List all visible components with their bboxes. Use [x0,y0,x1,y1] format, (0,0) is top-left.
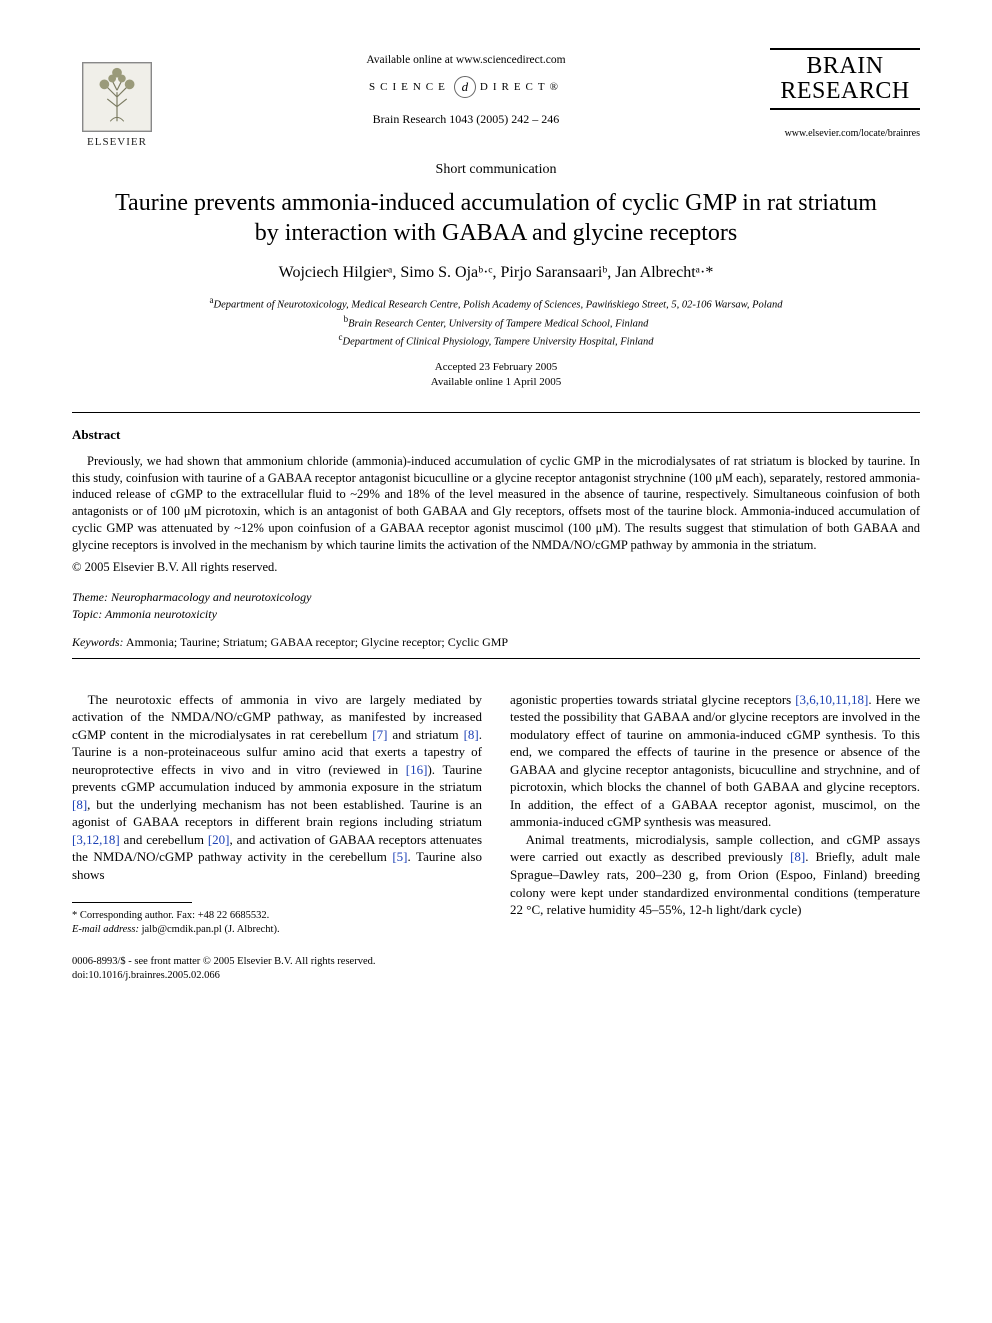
sd-globe-icon: d [454,76,476,98]
affiliation-b: bBrain Research Center, University of Ta… [72,313,920,332]
topic-line: Topic: Ammonia neurotoxicity [72,606,920,623]
body-para-3: Animal treatments, microdialysis, sample… [510,831,920,919]
issn-line: 0006-8993/$ - see front matter © 2005 El… [72,955,920,969]
column-left: The neurotoxic effects of ammonia in viv… [72,691,482,937]
affiliations: aDepartment of Neurotoxicology, Medical … [72,294,920,350]
rule-below-keywords [72,658,920,659]
theme-topic-block: Theme: Neuropharmacology and neurotoxico… [72,589,920,623]
journal-url: www.elsevier.com/locate/brainres [770,128,920,139]
doi-line: doi:10.1016/j.brainres.2005.02.066 [72,969,920,983]
article-title: Taurine prevents ammonia-induced accumul… [112,188,880,248]
ref-link-16[interactable]: [16] [406,762,428,777]
ref-link-8[interactable]: [8] [464,727,479,742]
affiliation-a: aDepartment of Neurotoxicology, Medical … [72,294,920,313]
ref-link-20[interactable]: [20] [208,832,230,847]
elsevier-logo: ELSEVIER [72,48,162,148]
theme-value: Neuropharmacology and neurotoxicology [111,590,311,604]
body-para-2: agonistic properties towards striatal gl… [510,691,920,831]
footnotes: * Corresponding author. Fax: +48 22 6685… [72,909,482,937]
abstract-copyright: © 2005 Elsevier B.V. All rights reserved… [72,560,920,575]
ref-link-5[interactable]: [5] [392,849,407,864]
science-label: SCIENCE [369,81,450,93]
sciencedirect-logo: SCIENCE d DIRECT® [369,76,563,98]
abstract-heading: Abstract [72,427,920,443]
email-value: jalb@cmdik.pan.pl (J. Albrecht). [142,924,280,935]
body-columns: The neurotoxic effects of ammonia in viv… [72,691,920,937]
abstract-body: Previously, we had shown that ammonium c… [72,453,920,554]
available-online-text: Available online at www.sciencedirect.co… [162,54,770,66]
article-type: Short communication [72,162,920,178]
available-date: Available online 1 April 2005 [72,375,920,390]
footer-block: 0006-8993/$ - see front matter © 2005 El… [72,955,920,983]
elsevier-wordmark: ELSEVIER [87,136,147,148]
journal-title-line1: BRAIN [806,53,883,79]
ref-link-8c[interactable]: [8] [790,849,805,864]
column-right: agonistic properties towards striatal gl… [510,691,920,937]
keywords-value: Ammonia; Taurine; Striatum; GABAA recept… [126,635,508,649]
rule-above-abstract [72,412,920,413]
email-label: E-mail address: [72,924,139,935]
journal-title-line2: RESEARCH [780,78,909,104]
theme-line: Theme: Neuropharmacology and neurotoxico… [72,589,920,606]
accepted-date: Accepted 23 February 2005 [72,360,920,375]
footnote-separator [72,902,192,903]
elsevier-tree-icon [82,62,152,132]
header-center: Available online at www.sciencedirect.co… [162,48,770,127]
article-dates: Accepted 23 February 2005 Available onli… [72,360,920,390]
topic-label: Topic: [72,607,102,621]
affiliation-c: cDepartment of Clinical Physiology, Tamp… [72,331,920,350]
email-line: E-mail address: jalb@cmdik.pan.pl (J. Al… [72,923,482,937]
ref-link-3-12-18[interactable]: [3,12,18] [72,832,120,847]
theme-label: Theme: [72,590,108,604]
ref-link-7[interactable]: [7] [372,727,387,742]
keywords-label: Keywords: [72,635,124,649]
corresponding-author: * Corresponding author. Fax: +48 22 6685… [72,909,482,923]
direct-label: DIRECT® [480,81,563,93]
topic-value: Ammonia neurotoxicity [105,607,217,621]
keywords-line: Keywords: Ammonia; Taurine; Striatum; GA… [72,635,920,650]
journal-title: BRAIN RESEARCH [770,48,920,110]
body-para-1: The neurotoxic effects of ammonia in viv… [72,691,482,884]
journal-box: BRAIN RESEARCH www.elsevier.com/locate/b… [770,48,920,139]
journal-reference: Brain Research 1043 (2005) 242 – 246 [162,112,770,127]
header-row: ELSEVIER Available online at www.science… [72,48,920,148]
authors: Wojciech Hilgierᵃ, Simo S. Ojaᵇ·ᶜ, Pirjo… [72,264,920,282]
ref-link-3-6-10-11-18[interactable]: [3,6,10,11,18] [795,692,868,707]
page: ELSEVIER Available online at www.science… [0,0,992,1023]
ref-link-8b[interactable]: [8] [72,797,87,812]
